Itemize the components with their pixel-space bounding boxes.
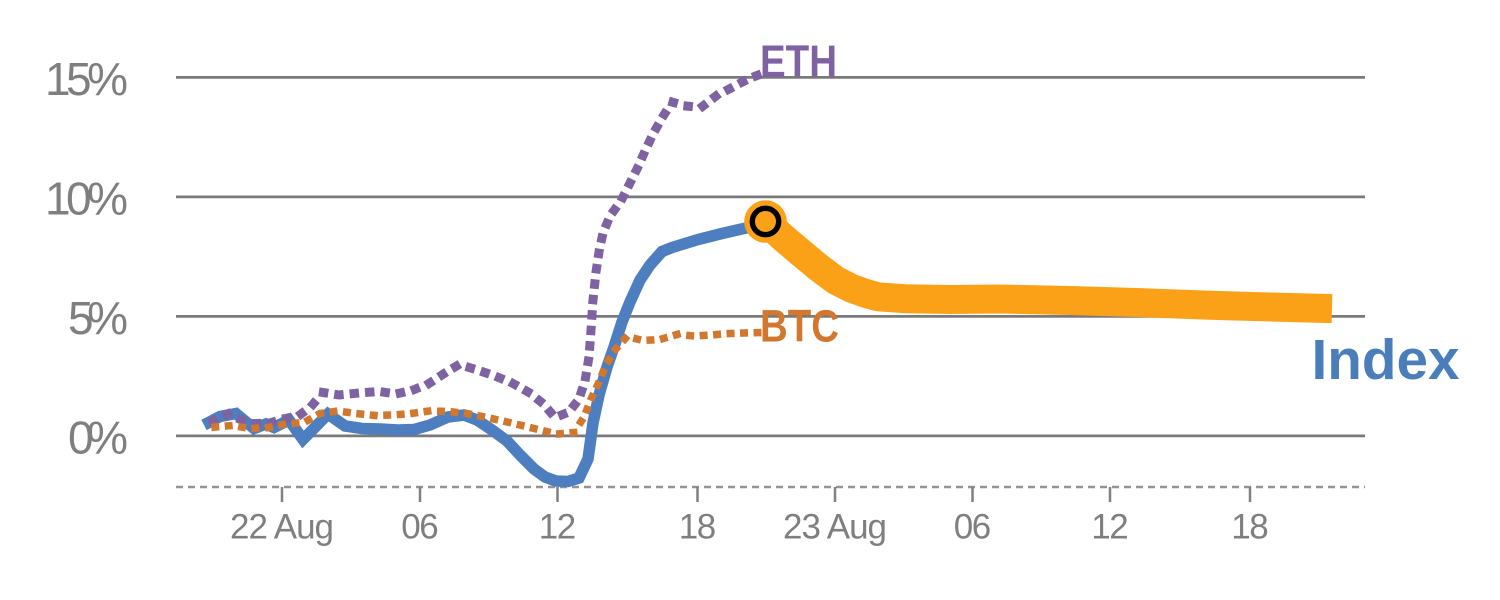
- svg-text:0%: 0%: [68, 412, 128, 464]
- svg-text:5%: 5%: [68, 292, 128, 344]
- svg-text:10%: 10%: [45, 173, 128, 225]
- svg-text:06: 06: [401, 508, 439, 547]
- svg-text:Index: Index: [1312, 328, 1460, 392]
- svg-text:12: 12: [1091, 508, 1129, 547]
- svg-text:ETH: ETH: [760, 36, 837, 87]
- svg-text:23 Aug: 23 Aug: [783, 508, 887, 547]
- svg-text:18: 18: [679, 508, 717, 547]
- svg-text:BTC: BTC: [760, 300, 839, 351]
- svg-text:15%: 15%: [45, 53, 128, 105]
- svg-text:22 Aug: 22 Aug: [230, 508, 334, 547]
- svg-text:18: 18: [1231, 508, 1269, 547]
- svg-text:12: 12: [539, 508, 577, 547]
- svg-text:06: 06: [954, 508, 992, 547]
